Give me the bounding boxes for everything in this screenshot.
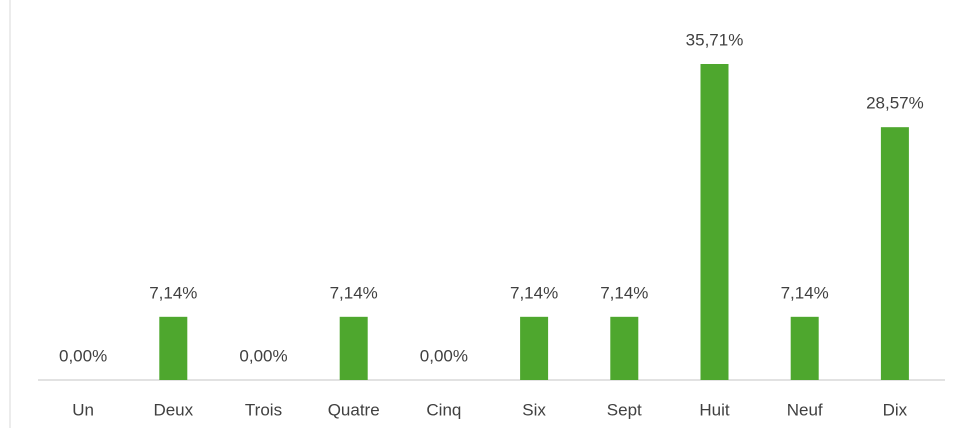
bar: [880, 127, 909, 380]
data-label: 7,14%: [510, 283, 558, 302]
data-label: 7,14%: [600, 283, 648, 302]
data-label: 35,71%: [686, 30, 744, 49]
x-tick-label: Un: [72, 400, 94, 419]
x-tick-label: Neuf: [787, 400, 823, 419]
data-label: 7,14%: [149, 283, 197, 302]
bar: [790, 316, 819, 380]
x-tick-label: Six: [522, 400, 546, 419]
bar: [700, 64, 729, 380]
bar: [159, 316, 188, 380]
data-label: 0,00%: [239, 346, 287, 365]
bar: [610, 316, 639, 380]
x-tick-label: Trois: [245, 400, 282, 419]
data-label: 0,00%: [59, 346, 107, 365]
data-label: 7,14%: [330, 283, 378, 302]
bar: [339, 316, 368, 380]
x-tick-label: Sept: [607, 400, 642, 419]
bar: [520, 316, 549, 380]
x-tick-label: Huit: [699, 400, 730, 419]
data-label: 7,14%: [781, 283, 829, 302]
x-tick-label: Quatre: [328, 400, 380, 419]
data-label: 0,00%: [420, 346, 468, 365]
x-tick-label: Dix: [883, 400, 908, 419]
data-label: 28,57%: [866, 94, 924, 113]
x-tick-label: Deux: [153, 400, 193, 419]
x-tick-label: Cinq: [426, 400, 461, 419]
